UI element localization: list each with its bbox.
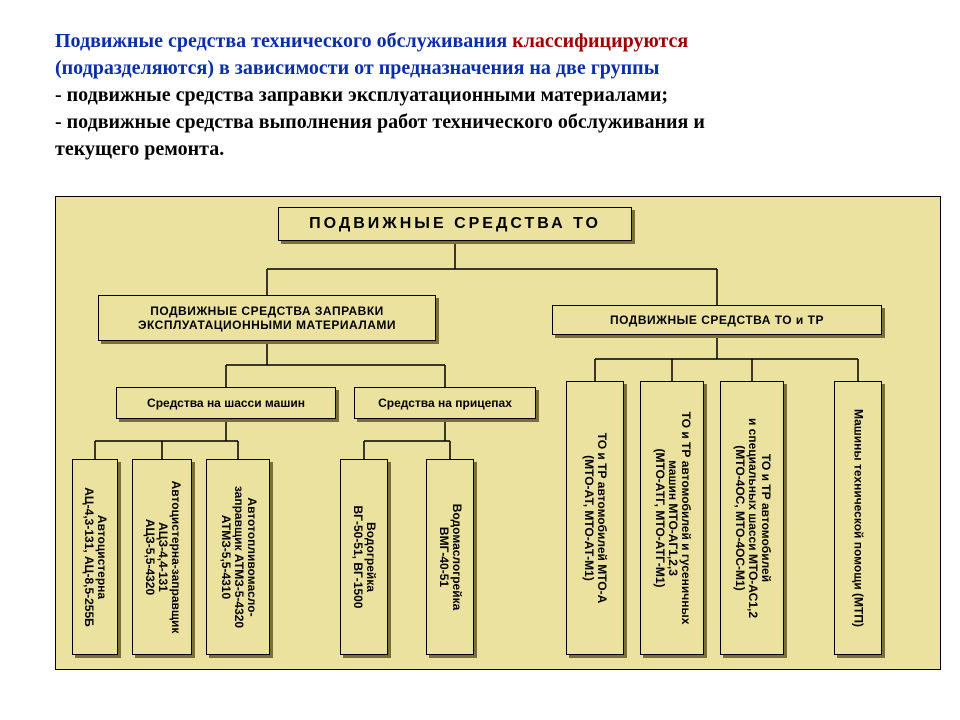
leaf-r0: ТО и ТР автомобилей МТО-А (МТО-АТ, МТО-А… <box>566 381 624 655</box>
heading-text: Подвижные средства технического обслужив… <box>55 28 905 163</box>
node-chassis: Средства на шасси машин <box>116 387 336 419</box>
node-zap: ПОДВИЖНЫЕ СРЕДСТВА ЗАПРАВКИ ЭКСПЛУАТАЦИО… <box>98 295 436 341</box>
classification-tree: ПОДВИЖНЫЕ СРЕДСТВА ТО ПОДВИЖНЫЕ СРЕДСТВА … <box>55 196 941 670</box>
leaf-l3: Водогрейка ВГ-50-51, ВГ-1500 <box>340 459 388 655</box>
heading-l1a: Подвижные средства технического обслужив… <box>55 30 512 52</box>
node-totr: ПОДВИЖНЫЕ СРЕДСТВА ТО и ТР <box>552 305 882 335</box>
leaf-r1: ТО и ТР автомобилей и гусеничных машин М… <box>640 381 704 655</box>
heading-l5: текущего ремонта. <box>55 138 224 160</box>
node-root: ПОДВИЖНЫЕ СРЕДСТВА ТО <box>278 207 632 241</box>
leaf-l2: Автотопливомасло- заправщик АТМЗ-5-4320 … <box>206 459 270 655</box>
heading-l2b: две группы <box>556 57 659 79</box>
node-trailer: Средства на прицепах <box>354 387 536 419</box>
leaf-l0: Автоцистерна АЦ-4,3-131, АЦ-8,5-255Б <box>72 459 118 655</box>
heading-l2a: (подразделяются) в зависимости от предна… <box>55 57 556 79</box>
leaf-r2: ТО и ТР автомобилей и специальных шасси … <box>720 381 784 655</box>
leaf-r3: Машины технической помощи (МТП) <box>834 381 882 655</box>
heading-l3: - подвижные средства заправки эксплуатац… <box>55 84 668 106</box>
leaf-l4: Водомаслогрейка ВМГ-40-51 <box>426 459 474 655</box>
heading-l4: - подвижные средства выполнения работ те… <box>55 111 705 133</box>
heading-l1b: классифицируются <box>512 30 688 52</box>
leaf-l1: Автоцистерна-заправщик АЦЗ-4,4-131 АЦЗ-5… <box>132 459 192 655</box>
